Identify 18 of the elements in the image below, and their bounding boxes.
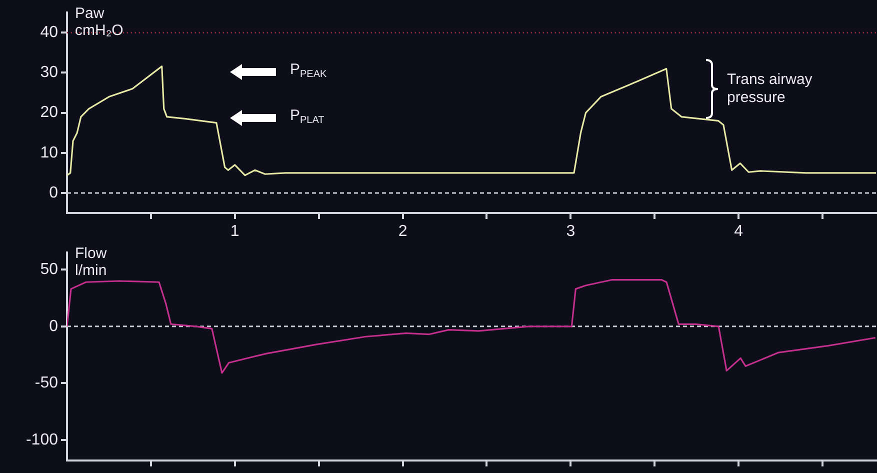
y-axis-title: Flow l/min xyxy=(75,244,107,279)
x-tick-label: 4 xyxy=(734,223,744,240)
x-tick-label: 1 xyxy=(230,223,240,240)
y-tick-label: 20 xyxy=(40,104,58,122)
annotation: P$_{PLAT}$ xyxy=(290,106,324,128)
y-tick-label: -50 xyxy=(34,374,58,392)
y-tick-label: 40 xyxy=(40,24,58,42)
y-tick-label: 0 xyxy=(49,184,58,202)
annotation: Trans airway pressure xyxy=(727,71,812,107)
y-tick-label: 30 xyxy=(40,64,58,82)
y-tick-label: 10 xyxy=(40,144,58,162)
y-tick-label: 50 xyxy=(40,261,58,278)
y-tick-label: 0 xyxy=(49,318,58,335)
annotation: P$_{PEAK}$ xyxy=(290,60,327,82)
y-axis-title: Paw cmH₂O xyxy=(75,4,124,39)
x-tick-label: 3 xyxy=(566,223,576,240)
y-tick-label: -100 xyxy=(26,431,58,448)
x-tick-label: 2 xyxy=(398,223,408,240)
